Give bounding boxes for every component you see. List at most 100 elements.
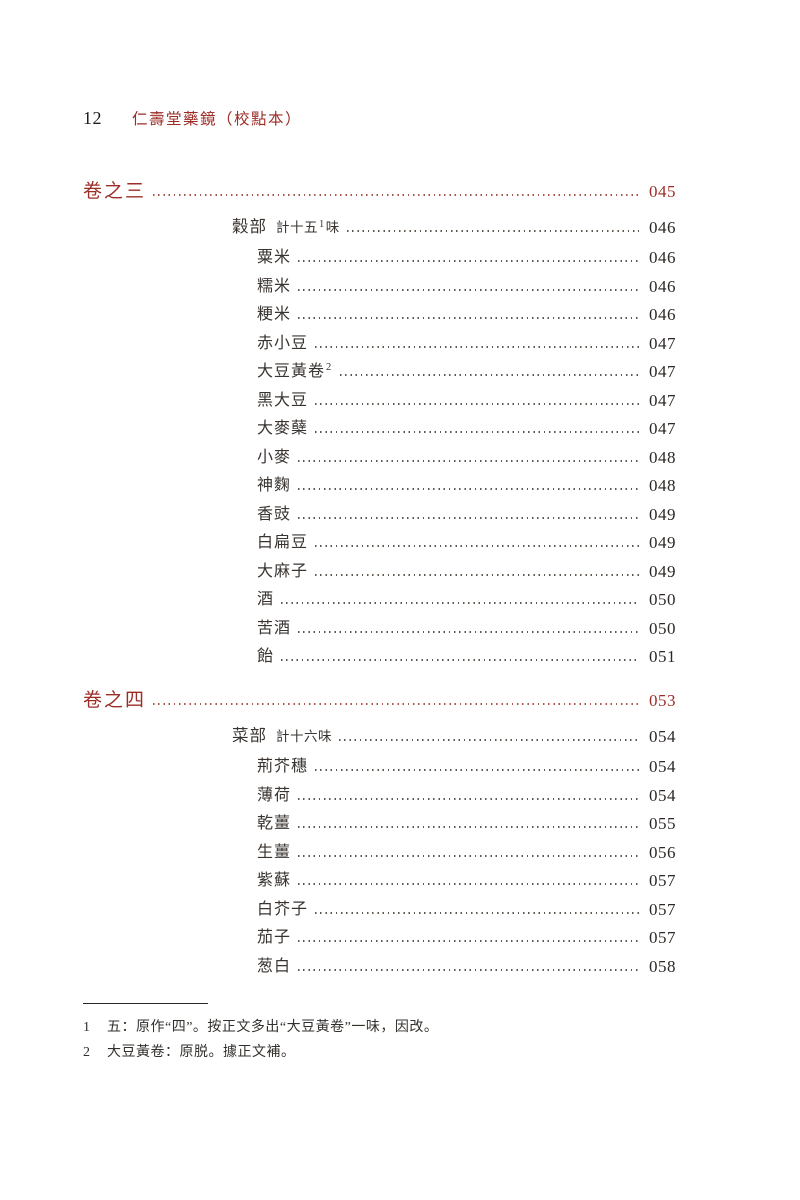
toc-page-number: 057 bbox=[649, 871, 676, 890]
toc-row: 穀部 計十五1味 046 bbox=[232, 217, 676, 237]
toc-row: 卷之四 053 bbox=[83, 691, 676, 710]
toc-row: 紫蘇 057 bbox=[257, 871, 676, 890]
footnote-number: 2 bbox=[83, 1044, 91, 1060]
toc-page-number: 057 bbox=[649, 928, 676, 947]
toc-page-number: 046 bbox=[649, 276, 676, 296]
toc-row: 黑大豆 047 bbox=[257, 391, 676, 410]
toc-entry-label: 穀部 計十五1味 bbox=[232, 217, 340, 236]
toc-page-number: 046 bbox=[649, 305, 676, 324]
dotted-leader bbox=[298, 288, 639, 291]
toc-page-number: 046 bbox=[649, 218, 676, 237]
toc-row: 飴 051 bbox=[257, 647, 676, 666]
footnote-text: 大豆黃卷：原脱。據正文補。 bbox=[107, 1044, 296, 1060]
toc-entry-label: 苦酒 bbox=[257, 619, 292, 637]
toc-row: 茄子 057 bbox=[257, 928, 676, 947]
toc-row: 苦酒 050 bbox=[257, 619, 676, 638]
toc-page-number: 054 bbox=[649, 727, 676, 746]
toc-page-number: 050 bbox=[649, 590, 676, 609]
toc-row: 神麴 048 bbox=[257, 476, 676, 495]
toc-entry-label: 糯米 bbox=[257, 277, 292, 295]
dotted-leader bbox=[281, 659, 639, 661]
toc-entry-label: 菜部 計十六味 bbox=[232, 726, 332, 745]
toc-row: 大麻子 049 bbox=[257, 562, 676, 581]
footnote-divider bbox=[83, 1002, 208, 1004]
toc-row: 小麥 048 bbox=[257, 448, 676, 467]
footnote-number: 1 bbox=[83, 1019, 91, 1035]
toc-page-number: 048 bbox=[649, 447, 676, 467]
toc-entry-label: 大豆黃卷2 bbox=[257, 361, 333, 380]
toc-entry-label: 大麻子 bbox=[257, 562, 309, 580]
footnote-marker: 1 bbox=[319, 218, 325, 230]
dotted-leader bbox=[298, 459, 639, 462]
toc-entry-label: 卷之三 bbox=[83, 181, 147, 202]
toc-page-number: 048 bbox=[649, 476, 676, 495]
toc-entry-label: 酒 bbox=[257, 591, 275, 608]
toc-entry-label: 乾薑 bbox=[257, 815, 292, 832]
dotted-leader bbox=[340, 374, 639, 376]
toc-entry-label: 大麥蘖 bbox=[257, 420, 309, 437]
footnote-text: 五：原作“四”。按正文多出“大豆黃卷”一味，因改。 bbox=[107, 1019, 439, 1035]
dotted-leader bbox=[298, 488, 639, 490]
toc-row: 糯米 046 bbox=[257, 277, 676, 296]
folio-page-number: 12 bbox=[83, 108, 102, 128]
toc-entry-label: 荊芥穗 bbox=[257, 758, 309, 775]
dotted-leader bbox=[153, 703, 639, 705]
dotted-leader bbox=[315, 769, 639, 771]
toc-page-number: 047 bbox=[649, 390, 676, 410]
toc-row: 荊芥穗 054 bbox=[257, 757, 676, 776]
toc-page-number: 053 bbox=[649, 691, 676, 710]
toc-page-number: 051 bbox=[649, 647, 676, 666]
toc-page-number: 045 bbox=[649, 182, 676, 201]
toc-entry-label: 卷之四 bbox=[83, 690, 147, 711]
toc-page-number: 047 bbox=[649, 333, 676, 353]
toc-page-number: 054 bbox=[649, 785, 676, 805]
toc-page-number: 046 bbox=[649, 248, 676, 267]
dotted-leader bbox=[315, 545, 639, 547]
toc-row: 卷之三 045 bbox=[83, 182, 676, 201]
toc-entry-label: 飴 bbox=[257, 648, 275, 665]
dotted-leader bbox=[281, 602, 639, 604]
toc-entry-label: 香豉 bbox=[257, 505, 292, 523]
toc-row: 粳米 046 bbox=[257, 305, 676, 324]
footnote-marker: 2 bbox=[326, 361, 333, 373]
footnote-line: 1 五：原作“四”。按正文多出“大豆黃卷”一味，因改。 bbox=[83, 1015, 676, 1040]
toc-row: 白芥子 057 bbox=[257, 900, 676, 919]
toc-row: 大豆黃卷2 047 bbox=[257, 362, 676, 381]
toc-entry-label: 白扁豆 bbox=[257, 534, 309, 551]
dotted-leader bbox=[298, 797, 639, 800]
page-header: 12 仁壽堂藥鏡（校點本） bbox=[83, 106, 676, 132]
dotted-leader bbox=[298, 630, 639, 633]
dotted-leader bbox=[339, 739, 639, 741]
dotted-leader bbox=[298, 317, 639, 319]
toc-page-number: 047 bbox=[649, 419, 676, 438]
toc-row: 薄荷 054 bbox=[257, 786, 676, 805]
toc: 卷之三 045 穀部 計十五1味 046 粟米 046 糯米 046 粳米 046 赤小豆 047 大豆黃… bbox=[83, 182, 676, 976]
dotted-leader bbox=[298, 516, 639, 519]
toc-entry-label: 生薑 bbox=[257, 843, 292, 861]
toc-entry-label: 粟米 bbox=[257, 249, 292, 266]
dotted-leader bbox=[315, 573, 639, 576]
toc-page-number: 058 bbox=[649, 956, 676, 976]
toc-row: 大麥蘖 047 bbox=[257, 419, 676, 438]
dotted-leader bbox=[298, 826, 639, 828]
toc-entry-label: 小麥 bbox=[257, 448, 292, 466]
toc-entry-count: 計十五1味 bbox=[276, 218, 340, 235]
toc-entry-label: 赤小豆 bbox=[257, 334, 309, 352]
toc-page-number: 055 bbox=[649, 814, 676, 833]
dotted-leader bbox=[315, 402, 639, 405]
toc-row: 酒 050 bbox=[257, 590, 676, 609]
toc-entry-count: 計十六味 bbox=[276, 729, 332, 744]
toc-entry-label: 神麴 bbox=[257, 477, 292, 494]
dotted-leader bbox=[298, 260, 639, 262]
dotted-leader bbox=[315, 431, 639, 433]
dotted-leader bbox=[298, 940, 639, 942]
toc-entry-label: 紫蘇 bbox=[257, 872, 292, 889]
footnote-line: 2 大豆黃卷：原脱。據正文補。 bbox=[83, 1040, 676, 1065]
toc-entry-label: 茄子 bbox=[257, 929, 292, 946]
toc-entry-label: 黑大豆 bbox=[257, 391, 309, 409]
toc-row: 菜部 計十六味 054 bbox=[232, 726, 676, 746]
footnotes: 1 五：原作“四”。按正文多出“大豆黃卷”一味，因改。 2 大豆黃卷：原脱。據正… bbox=[83, 1002, 676, 1065]
toc-row: 香豉 049 bbox=[257, 505, 676, 524]
toc-page-number: 049 bbox=[649, 533, 676, 552]
